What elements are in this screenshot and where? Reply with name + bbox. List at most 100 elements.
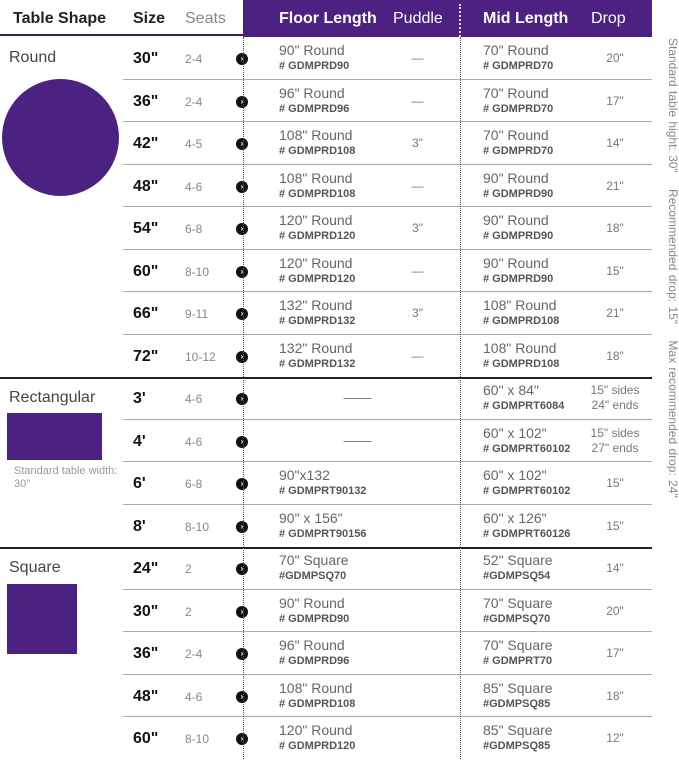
arrow-icon[interactable]: › <box>236 563 248 575</box>
arrow-icon[interactable]: › <box>236 180 248 193</box>
shape-swatch <box>7 584 77 654</box>
arrow-icon[interactable]: › <box>236 95 248 108</box>
size-cell: 36" <box>133 645 159 662</box>
floor-length-name: 132" Round <box>279 339 353 356</box>
seats-cell: 2-4 <box>185 94 203 109</box>
table-row: 4' 4-6 › —— 60" x 102" # GDMPRT60102 15" sides… <box>0 420 652 462</box>
arrow-icon[interactable]: › <box>236 53 248 65</box>
floor-length-name: 108" Round <box>279 679 353 696</box>
floor-length-name: 132" Round <box>279 297 353 313</box>
floor-length-dash: —— <box>343 431 372 448</box>
size-cell: 24" <box>133 560 159 577</box>
mid-length-name: 70" Round <box>483 127 549 143</box>
size-cell: 60" <box>133 262 159 280</box>
floor-length-name: 96" Round <box>279 637 345 653</box>
arrow-icon[interactable]: › <box>236 350 248 363</box>
header-drop: Drop <box>591 10 626 27</box>
arrow-icon[interactable]: › <box>236 265 248 278</box>
section-separator <box>0 377 652 379</box>
puddle-cell: 3" <box>412 136 423 150</box>
table-row: 3' 4-6 › —— 60" x 84" # GDMPRT6084 15" sides 24… <box>0 377 652 420</box>
arrow-icon[interactable]: › <box>236 435 248 448</box>
arrow-icon[interactable]: › <box>236 520 248 533</box>
floor-length-name: 90"x132 <box>279 467 330 483</box>
floor-length-sku: # GDMPRD108 <box>279 145 356 157</box>
row-divider <box>123 291 652 292</box>
mid-length-name: 108" Round <box>483 297 557 313</box>
table-row: 60" 8-10 › 120" Round # GDMPRD120 — 90" Round #… <box>0 250 652 292</box>
row-divider <box>123 461 652 462</box>
size-cell: 54" <box>133 220 159 237</box>
seats-cell: 9-11 <box>185 307 209 321</box>
arrow-icon[interactable]: › <box>236 605 248 618</box>
mid-length-name: 60" x 126" <box>483 509 547 526</box>
mid-length-divider <box>460 37 461 759</box>
arrow-icon[interactable]: › <box>236 393 248 405</box>
drop-cell: 18" <box>606 221 624 235</box>
table-row: 30" 2-4 › 90" Round # GDMPRD90 — 70" Round # GD… <box>0 37 652 80</box>
drop-cell: 14" <box>606 136 624 150</box>
floor-length-name: 120" Round <box>279 212 353 228</box>
mid-length-sku: #GDMPSQ85 <box>483 697 551 710</box>
table-row: 36" 2-4 › 96" Round # GDMPRD96 70" Square # GD… <box>0 632 652 675</box>
floor-length-sku: # GDMPRD120 <box>279 230 356 242</box>
header-table-shape: Table Shape <box>13 10 107 27</box>
floor-length-sku: # GDMPRD132 <box>279 315 356 327</box>
row-divider <box>123 418 652 420</box>
mid-length-sku: # GDMPRD108 <box>483 357 560 370</box>
arrow-icon[interactable]: › <box>236 690 248 703</box>
seats-cell: 8-10 <box>185 264 210 279</box>
floor-length-name: 90" x 156" <box>279 509 343 526</box>
floor-length-name: 120" Round <box>279 722 353 738</box>
mid-length-sku: # GDMPRT6084 <box>483 400 565 412</box>
shape-swatch <box>7 413 102 460</box>
arrow-icon[interactable]: › <box>236 478 248 490</box>
mid-length-name: 70" Square <box>483 594 553 611</box>
seats-cell: 4-5 <box>185 137 203 151</box>
side-note: Max recommended drop: 24" <box>666 340 679 498</box>
row-divider <box>123 121 652 122</box>
side-note: Standard table hight: 30" <box>666 38 679 173</box>
drop-cell: 21" <box>606 178 624 193</box>
row-divider <box>123 588 652 590</box>
drop-cell: 17" <box>606 646 624 660</box>
seats-cell: 6-8 <box>185 222 203 236</box>
size-cell: 60" <box>133 730 159 747</box>
table-row: 60" 8-10 › 120" Round # GDMPRD120 85" Square #… <box>0 717 652 760</box>
floor-length-name: 96" Round <box>279 84 345 101</box>
floor-length-name: 90" Round <box>279 594 345 611</box>
floor-length-name: 108" Round <box>279 127 353 143</box>
mid-length-sku: # GDMPRD108 <box>483 315 560 327</box>
mid-length-name: 60" x 84" <box>483 382 539 398</box>
seats-cell: 6-8 <box>185 477 203 491</box>
arrow-icon[interactable]: › <box>236 223 248 235</box>
arrow-icon[interactable]: › <box>236 138 248 150</box>
floor-length-sku: # GDMPRT90132 <box>279 485 367 497</box>
drop-cell: 21" <box>606 306 624 320</box>
floor-length-sku: #GDMPSQ70 <box>279 570 347 582</box>
floor-length-sku: # GDMPRD96 <box>279 102 350 115</box>
mid-length-name: 85" Square <box>483 722 553 738</box>
row-divider <box>123 206 652 207</box>
row-divider <box>123 333 652 335</box>
section-round: Round 30" 2-4 › 90" Round # GDMPRD90—70" Roun… <box>0 37 652 377</box>
header-puddle: Puddle <box>393 10 443 27</box>
size-cell: 30" <box>133 602 159 620</box>
row-divider <box>123 248 652 250</box>
section-separator <box>0 547 652 549</box>
arrow-icon[interactable]: › <box>236 648 248 660</box>
size-cell: 48" <box>133 687 159 705</box>
size-cell: 3' <box>133 390 146 407</box>
header-bar: Floor Length Puddle Mid Length Drop <box>243 0 652 37</box>
floor-length-name: 108" Round <box>279 169 353 186</box>
header-divider <box>459 4 461 37</box>
table-header: Table Shape Size Seats Floor Length Pudd… <box>0 0 652 37</box>
arrow-icon[interactable]: › <box>236 733 248 745</box>
arrow-icon[interactable]: › <box>236 308 248 320</box>
shape-label: Rectangular <box>9 389 96 406</box>
table-row: 48" 4-6 › 108" Round # GDMPRD108 85" Square #G… <box>0 675 652 717</box>
table-row: 42" 4-5 › 108" Round # GDMPRD108 3" 70" Round #… <box>0 122 652 165</box>
floor-length-dash: —— <box>343 389 372 405</box>
mid-length-name: 52" Square <box>483 552 553 568</box>
mid-length-name: 60" x 102" <box>483 467 547 483</box>
